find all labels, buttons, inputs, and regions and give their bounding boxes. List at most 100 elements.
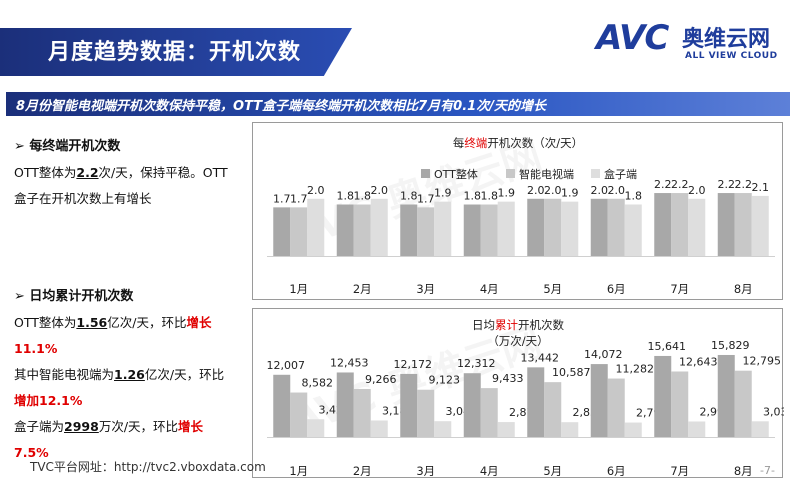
data-label: 1.8 xyxy=(625,190,643,203)
bar xyxy=(607,378,625,437)
data-label: 13,442 xyxy=(521,351,560,364)
bar xyxy=(336,204,354,256)
bar xyxy=(734,193,752,256)
section2-line4: 增加12.1% xyxy=(14,393,83,408)
s2-l1-value: 1.56 xyxy=(76,315,108,330)
bar xyxy=(544,382,562,437)
bar xyxy=(417,207,435,256)
x-tick-label: 7月 xyxy=(670,282,689,296)
logo-name: 奥维云网 xyxy=(682,27,771,52)
bar xyxy=(544,198,562,256)
s2-l1-text-a: OTT整体为 xyxy=(14,315,77,330)
data-label: 2.2 xyxy=(735,178,753,191)
bar xyxy=(607,198,625,256)
bar xyxy=(370,198,388,256)
bar xyxy=(480,204,498,256)
data-label: 12,312 xyxy=(457,357,496,370)
bar xyxy=(561,201,579,256)
x-tick-label: 5月 xyxy=(543,282,562,296)
bar xyxy=(273,374,291,437)
bar xyxy=(434,421,452,437)
bullet-arrow-icon: ➢ xyxy=(14,289,30,304)
section2-line5: 盒子端为2998万次/天，环比增长 xyxy=(14,414,252,440)
chart-title-highlight: 终端 xyxy=(464,136,487,150)
s2-l5-value: 2998 xyxy=(64,419,99,434)
legend-swatch xyxy=(591,169,600,178)
section2-line3: 其中智能电视端为1.26亿次/天，环比 xyxy=(14,362,252,388)
bar xyxy=(417,389,435,437)
data-label: 9,266 xyxy=(365,373,397,386)
s2-l3-text-a: 其中智能电视端为 xyxy=(14,367,115,382)
section1-line1: OTT整体为2.2次/天，保持平稳。OTT xyxy=(14,160,252,186)
bar xyxy=(434,201,452,256)
x-tick-label: 4月 xyxy=(480,464,499,478)
bar xyxy=(590,364,608,437)
bar xyxy=(527,198,545,256)
data-label: 12,643 xyxy=(679,355,718,368)
s2-l3-text-b: 亿次/天，环比 xyxy=(144,367,225,382)
bar xyxy=(751,421,769,437)
data-label: 2.0 xyxy=(591,184,609,197)
slide-subtitle: 8月份智能电视端开机次数保持平稳，OTT盒子端每终端开机次数相比7月有0.1次/… xyxy=(16,99,546,114)
data-label: 12,453 xyxy=(330,356,369,369)
bar xyxy=(353,204,371,256)
data-label: 1.9 xyxy=(498,187,516,200)
bar xyxy=(561,422,579,437)
data-label: 2.0 xyxy=(307,184,325,197)
chart-title-part: 开机次数 xyxy=(518,318,564,332)
data-label: 11,282 xyxy=(616,363,655,376)
bar xyxy=(751,195,769,256)
section2-text: ➢ 日均累计开机次数 OTT整体为1.56亿次/天，环比增长 11.1% 其中智… xyxy=(14,284,252,466)
bar xyxy=(717,354,735,437)
chart-panel-per-terminal: AVC 奥维云网 每终端开机次数（次/天）OTT整体智能电视端盒子端1.71.7… xyxy=(252,122,783,300)
x-tick-label: 1月 xyxy=(289,282,308,296)
x-tick-label: 5月 xyxy=(543,464,562,478)
data-label: 1.7 xyxy=(273,192,291,205)
bar xyxy=(624,422,642,437)
bar xyxy=(290,392,308,437)
data-label: 3,033 xyxy=(763,405,784,418)
data-label: 2.0 xyxy=(608,184,626,197)
legend-label: 智能电视端 xyxy=(519,167,574,181)
data-label: 2.2 xyxy=(654,178,672,191)
bar xyxy=(497,422,515,437)
data-label: 10,587 xyxy=(552,366,591,379)
data-label: 2.0 xyxy=(527,184,545,197)
data-label: 12,172 xyxy=(394,358,433,371)
bar xyxy=(624,204,642,256)
x-tick-label: 4月 xyxy=(480,282,499,296)
section1-line2: 盒子在开机次数上有增长 xyxy=(14,191,152,206)
data-label: 2.0 xyxy=(371,184,389,197)
bar xyxy=(353,388,371,437)
data-label: 15,829 xyxy=(711,339,750,352)
x-tick-label: 6月 xyxy=(607,282,626,296)
footer-url: TVC平台网址：http://tvc2.vboxdata.com xyxy=(30,460,266,474)
brand-logo: AVC 奥维云网 ALL VIEW CLOUD xyxy=(596,18,792,68)
section2-line1: OTT整体为1.56亿次/天，环比增长 xyxy=(14,310,252,336)
s1-text-a: OTT整体为 xyxy=(14,165,77,180)
logo-subtitle: ALL VIEW CLOUD xyxy=(685,51,778,61)
data-label: 14,072 xyxy=(584,348,623,361)
bar xyxy=(307,419,325,437)
section2-title: 日均累计开机次数 xyxy=(29,289,134,304)
data-label: 1.7 xyxy=(290,192,308,205)
section2-line2: 11.1% xyxy=(14,341,58,356)
s2-l1-growth: 增长 xyxy=(186,315,212,330)
chart-panel-daily-total: AVC 奥维云网 日均累计开机次数（万次/天）12,0078,5823,4251… xyxy=(252,308,784,478)
bar xyxy=(480,388,498,437)
x-tick-label: 2月 xyxy=(353,282,372,296)
x-tick-label: 8月 xyxy=(734,464,753,478)
bar xyxy=(273,207,291,256)
bar xyxy=(717,193,735,256)
bar xyxy=(463,204,481,256)
data-label: 2.0 xyxy=(688,184,706,197)
data-label: 2.2 xyxy=(718,178,736,191)
legend-swatch xyxy=(421,169,430,178)
data-label: 9,123 xyxy=(429,374,461,387)
title-banner xyxy=(0,28,352,76)
bar xyxy=(654,193,672,256)
bar xyxy=(307,198,325,256)
data-label: 1.8 xyxy=(481,190,499,203)
data-label: 1.9 xyxy=(434,187,452,200)
chart-title-line2: （万次/天） xyxy=(487,334,548,348)
